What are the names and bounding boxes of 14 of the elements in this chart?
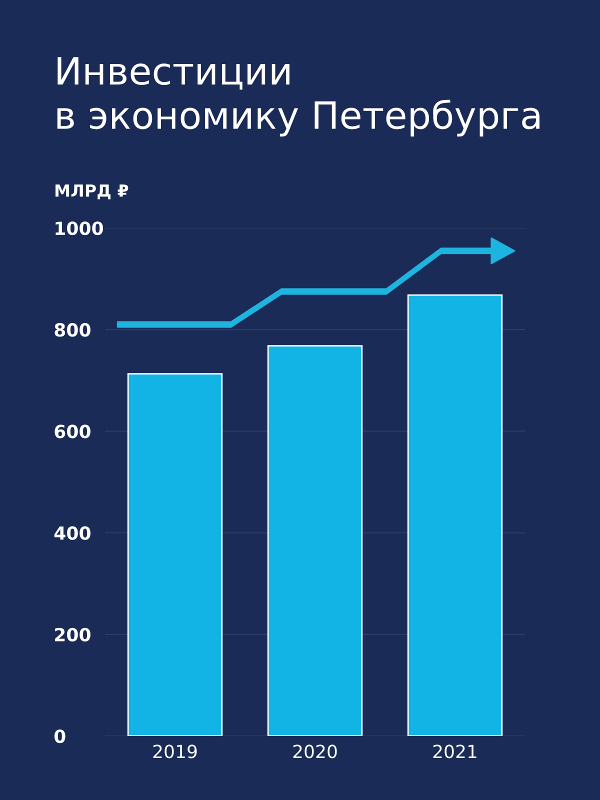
y-tick-label: 0 (54, 729, 66, 744)
y-tick-label: 800 (54, 323, 90, 337)
x-tick-label: 2020 (293, 744, 337, 758)
y-tick-label: 400 (54, 526, 90, 540)
x-tick-label: 2019 (153, 744, 197, 758)
bar (267, 345, 363, 736)
bar (407, 294, 503, 736)
y-tick-label: 600 (54, 424, 90, 438)
y-tick-label: 1000 (56, 221, 103, 236)
y-tick-label: 200 (55, 628, 90, 642)
chart-title: Инвестиции в экономику Петербурга (57, 57, 540, 137)
bar (127, 373, 223, 736)
x-tick-label: 2021 (433, 744, 476, 758)
y-axis-title: МЛРД ₽ (56, 184, 128, 200)
